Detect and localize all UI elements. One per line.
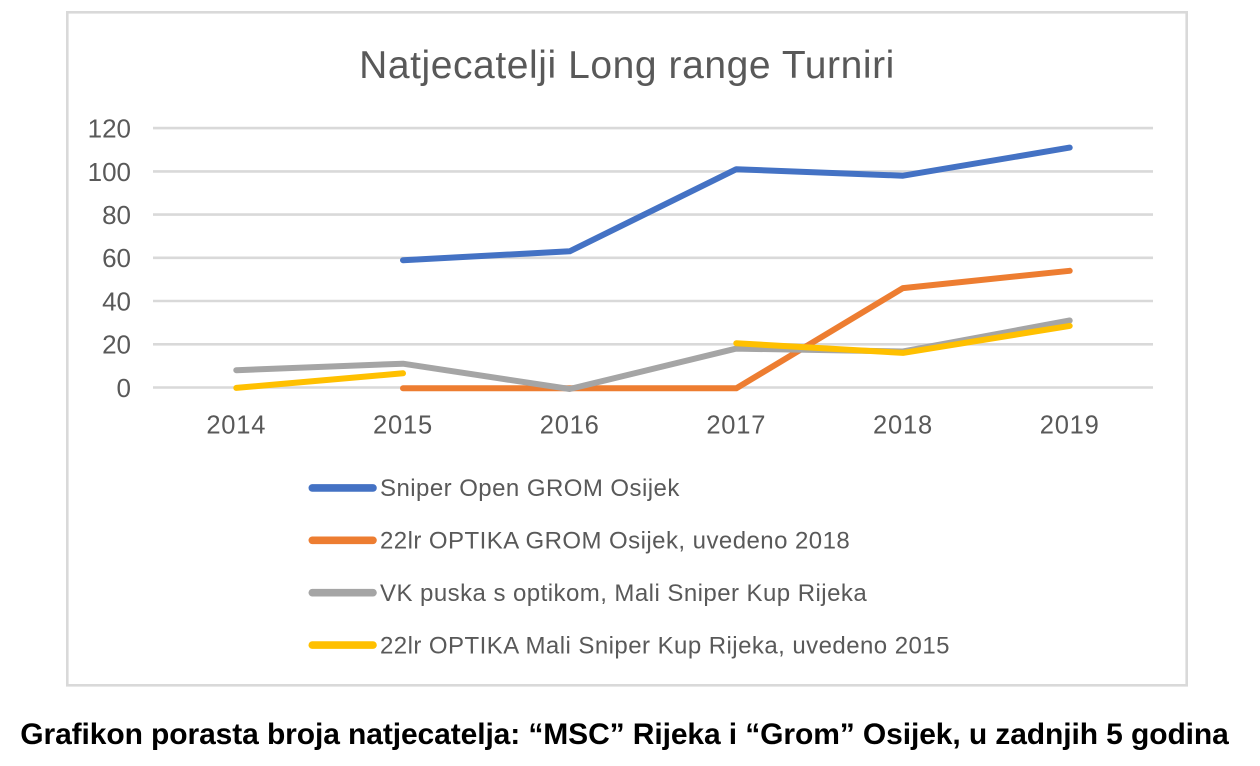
svg-text:100: 100 — [88, 157, 131, 187]
svg-text:Natjecatelji Long range Turnir: Natjecatelji Long range Turniri — [359, 44, 895, 87]
svg-text:2019: 2019 — [1040, 412, 1100, 440]
svg-text:0: 0 — [117, 373, 131, 403]
svg-text:2016: 2016 — [540, 412, 600, 440]
svg-text:2018: 2018 — [873, 412, 933, 440]
svg-text:120: 120 — [88, 114, 131, 144]
svg-text:2017: 2017 — [706, 412, 766, 440]
svg-text:60: 60 — [102, 243, 131, 273]
svg-text:22lr OPTIKA GROM Osijek, uvede: 22lr OPTIKA GROM Osijek, uvedeno 2018 — [380, 528, 850, 555]
svg-text:22lr OPTIKA Mali Sniper Kup Ri: 22lr OPTIKA Mali Sniper Kup Rijeka, uved… — [380, 632, 950, 659]
svg-text:80: 80 — [102, 200, 131, 230]
svg-text:20: 20 — [102, 330, 131, 360]
svg-text:2014: 2014 — [206, 412, 266, 440]
svg-text:Grafikon porasta broja natjeca: Grafikon porasta broja natjecatelja: “MS… — [20, 718, 1229, 751]
svg-text:2015: 2015 — [373, 412, 433, 440]
svg-text:Sniper Open GROM Osijek: Sniper Open GROM Osijek — [380, 475, 680, 502]
svg-text:40: 40 — [102, 286, 131, 316]
svg-text:VK puska s optikom, Mali Snipe: VK puska s optikom, Mali Sniper Kup Rije… — [380, 580, 867, 607]
